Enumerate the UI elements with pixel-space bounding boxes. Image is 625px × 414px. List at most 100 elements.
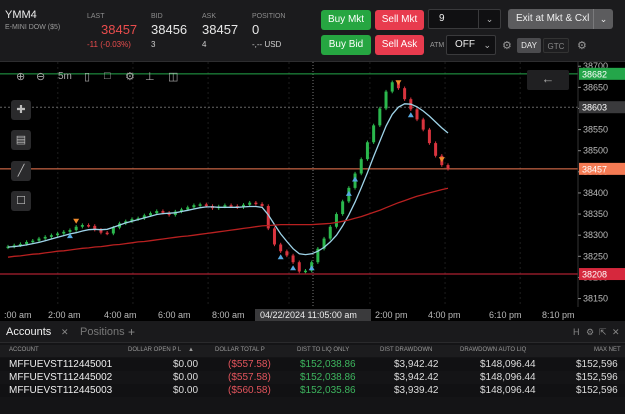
- close-icon[interactable]: ✕: [61, 327, 69, 337]
- position-pnl: -,-- USD: [252, 40, 282, 49]
- table-row[interactable]: MFFUEVST112445003 $0.00 ($560.58) $152,0…: [0, 384, 625, 397]
- sell-marker: [73, 218, 80, 224]
- candle-body: [303, 270, 307, 273]
- table-row[interactable]: MFFUEVST112445001 $0.00 ($557.58) $152,0…: [0, 358, 625, 371]
- sell-market-button[interactable]: Sell Mkt: [375, 10, 424, 30]
- dist-drawdown-cell: $3,942.42: [394, 359, 439, 370]
- fast-ma-line: [7, 103, 449, 256]
- instrument-symbol[interactable]: YMM4: [5, 9, 37, 21]
- auto-liq-cell: $148,096.44: [480, 385, 536, 396]
- atm-value: OFF: [455, 39, 475, 50]
- tif-day-toggle[interactable]: DAY: [517, 38, 541, 53]
- max-net-cell: $152,596: [576, 372, 618, 383]
- candle-body: [155, 211, 159, 214]
- col-account[interactable]: ACCOUNT: [9, 347, 39, 353]
- bid-label: BID: [151, 13, 163, 20]
- chevron-down-icon[interactable]: ⌄: [478, 10, 500, 28]
- candle-body: [390, 82, 394, 92]
- ask-label: ASK: [202, 13, 217, 20]
- atm-select[interactable]: OFF ⌄: [446, 35, 496, 55]
- quantity-select[interactable]: 9 ⌄: [428, 9, 501, 29]
- gear-icon[interactable]: ⚙: [577, 40, 587, 52]
- buy-marker: [290, 265, 297, 271]
- candle-body: [43, 236, 47, 239]
- notes-icon[interactable]: ▤: [11, 130, 31, 150]
- position-label: POSITION: [252, 13, 286, 20]
- tab-accounts[interactable]: Accounts: [6, 326, 52, 338]
- buy-marker: [352, 176, 359, 182]
- zoom-out-icon[interactable]: ⊖: [36, 71, 46, 83]
- price-tag-label: 38603: [582, 103, 607, 113]
- expand-icon[interactable]: ⇱: [599, 327, 607, 337]
- candle-body: [99, 229, 103, 233]
- sort-asc-icon[interactable]: ▲: [188, 347, 194, 353]
- max-net-cell: $152,596: [576, 359, 618, 370]
- table-row[interactable]: MFFUEVST112445002 $0.00 ($557.58) $152,0…: [0, 371, 625, 384]
- col-dollar-open-pl[interactable]: DOLLAR OPEN P L: [128, 347, 182, 353]
- dist-drawdown-cell: $3,939.42: [394, 385, 439, 396]
- candle-body: [180, 209, 184, 212]
- zoom-in-icon[interactable]: ⊕: [16, 71, 26, 83]
- close-icon[interactable]: ✕: [612, 327, 620, 337]
- indicators-icon[interactable]: ⊥: [145, 71, 155, 83]
- col-dollar-total-pl[interactable]: DOLLAR TOTAL P: [215, 347, 265, 353]
- gear-icon[interactable]: ⚙: [502, 40, 512, 52]
- candle-body: [68, 230, 72, 232]
- dist-liq-cell: $152,035.86: [300, 385, 356, 396]
- buy-bid-button[interactable]: Buy Bid: [321, 35, 371, 55]
- col-dist-drawdown[interactable]: DIST DRAWDOWN: [380, 347, 433, 353]
- tab-positions[interactable]: Positions: [80, 326, 125, 338]
- candle-body: [192, 205, 196, 208]
- series-lines: [7, 103, 449, 258]
- select-area-icon[interactable]: □: [104, 70, 111, 82]
- candle-body: [25, 241, 29, 245]
- chart-canvas[interactable]: 3815038200382503830038350384003845038500…: [0, 61, 625, 321]
- price-tag-label: 38457: [582, 164, 607, 174]
- y-tick-label: 38650: [583, 82, 608, 92]
- x-tick-label: 4:00 pm: [428, 310, 461, 320]
- dist-liq-cell: $152,038.86: [300, 359, 356, 370]
- timeframe-button[interactable]: 5m: [58, 71, 72, 82]
- candle-body: [18, 244, 22, 246]
- ask-price: 38457: [202, 22, 239, 37]
- grid: [57, 62, 521, 307]
- last-price: 38457: [101, 22, 138, 37]
- lock-icon[interactable]: ☐: [11, 191, 31, 211]
- candle-body: [415, 109, 419, 120]
- account-cell: MFFUEVST112445003: [9, 385, 113, 396]
- candle-body: [149, 213, 153, 216]
- candle-type-icon[interactable]: ▯: [84, 71, 91, 83]
- chevron-down-icon[interactable]: ⌄: [593, 9, 613, 29]
- col-dist-to-liq[interactable]: DIST TO LIQ ONLY: [297, 347, 350, 353]
- open-pl-cell: $0.00: [173, 372, 199, 383]
- candle-body: [421, 119, 425, 130]
- max-net-cell: $152,596: [576, 385, 618, 396]
- draw-line-icon[interactable]: ╱: [11, 161, 31, 181]
- y-tick-label: 38550: [583, 125, 608, 135]
- candle-body: [341, 201, 345, 215]
- gear-icon[interactable]: ⚙: [586, 327, 595, 337]
- candle-body: [130, 219, 134, 222]
- tif-gtc-toggle[interactable]: GTC: [543, 38, 569, 53]
- price-chart[interactable]: 3815038200382503830038350384003845038500…: [0, 61, 625, 321]
- y-tick-label: 38400: [583, 188, 608, 198]
- add-tab-icon[interactable]: +: [128, 325, 136, 339]
- settings-icon[interactable]: ⚙: [125, 71, 135, 83]
- candle-body: [372, 125, 376, 143]
- price-tag-label: 38682: [582, 69, 607, 79]
- open-pl-cell: $0.00: [173, 385, 199, 396]
- layout-icon[interactable]: ◫: [168, 71, 179, 83]
- candle-body: [204, 204, 208, 207]
- crosshair-icon[interactable]: ✚: [11, 100, 31, 120]
- exit-at-market-button[interactable]: Exit at Mkt & Cxl ⌄: [508, 9, 613, 29]
- buy-market-button[interactable]: Buy Mkt: [321, 10, 371, 30]
- y-tick-label: 38250: [583, 251, 608, 261]
- price-tag: [579, 101, 625, 114]
- price-tag: [579, 162, 625, 175]
- panel-h-icon[interactable]: H: [573, 327, 580, 337]
- sell-ask-button[interactable]: Sell Ask: [375, 35, 424, 55]
- col-drawdown-auto-liq[interactable]: DRAWDOWN AUTO LIQ: [460, 347, 527, 353]
- back-arrow-icon[interactable]: ←: [527, 70, 569, 90]
- candle-body: [279, 244, 283, 252]
- col-max-net[interactable]: MAX NET: [594, 347, 621, 353]
